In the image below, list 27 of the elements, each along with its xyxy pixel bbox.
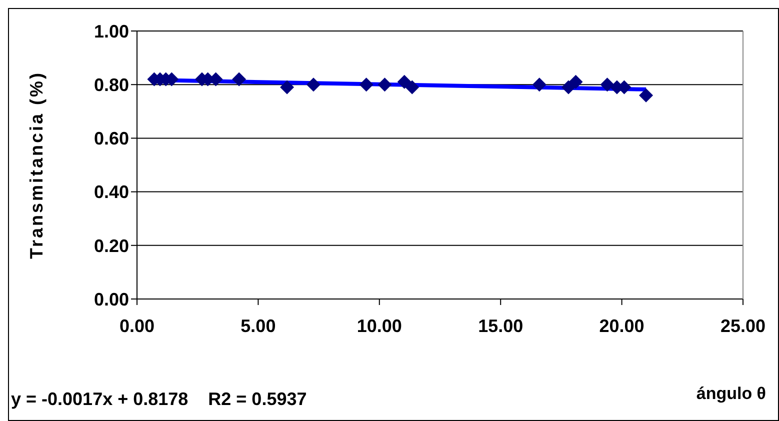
point (568, 74, 583, 89)
point (359, 78, 374, 92)
x-tick-label: 10.00 (356, 316, 402, 336)
point (561, 80, 576, 94)
x-tick-label: 0.00 (119, 316, 155, 336)
point (600, 78, 614, 92)
point (378, 78, 392, 92)
x-tick-label: 25.00 (720, 316, 766, 336)
text: y = -0.0017x + 0.8178 R2 = 0.5937 (11, 389, 307, 410)
y-tick-label: 0.60 (94, 128, 129, 149)
x-tick-label: 20.00 (599, 316, 644, 336)
y-tick-label: 0.80 (94, 74, 129, 95)
y-tick-label: 1.00 (94, 21, 129, 42)
point (397, 74, 412, 89)
point (306, 78, 320, 92)
point (280, 80, 294, 94)
y-tick-label: 0.20 (94, 236, 129, 256)
x-axis-title: ángulo θ (696, 384, 766, 404)
x-tick-label: 5.00 (240, 316, 276, 336)
y-axis-title: Transmitancia (%) (26, 70, 46, 260)
y-tick-label: 0.00 (94, 289, 129, 310)
y-tick-label: 0.40 (94, 182, 129, 202)
point (639, 88, 654, 102)
point (532, 78, 546, 92)
point (232, 72, 246, 86)
x-tick-label: 15.00 (478, 316, 524, 336)
point (405, 80, 420, 94)
